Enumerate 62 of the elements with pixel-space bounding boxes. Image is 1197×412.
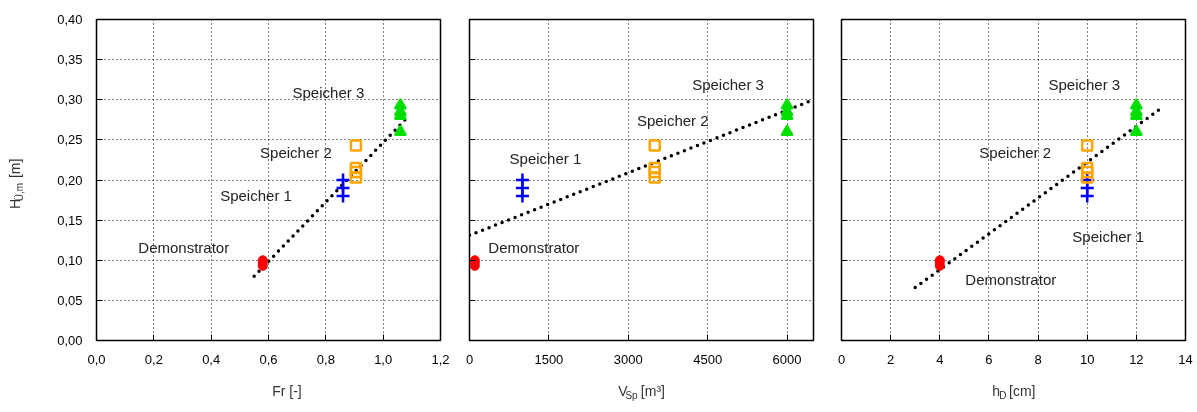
point [648,165,661,179]
x-tick-label: 2 [887,351,895,367]
series-label: Speicher 2 [636,112,709,130]
x-tick-label: 0 [465,351,474,367]
point [1080,161,1094,175]
point [780,124,794,137]
y-axis-title: HÜ,m [m] [6,158,25,210]
series-label: Demonstrator [488,239,580,257]
x-tick-label: 0,4 [202,351,221,367]
x-tick-label: 0,0 [87,351,106,367]
y-tick-label: 0,10 [57,252,83,268]
x-tick-label: 0,8 [316,351,335,367]
x-tick-label: 12 [1129,351,1144,367]
point [335,172,351,188]
y-tick-label: 0,15 [57,212,83,228]
y-tick-label: 0,20 [57,172,83,188]
x-tick-label: 6 [985,351,993,367]
point [349,139,363,152]
x-tick-label: 0,2 [144,351,163,367]
point [393,98,407,110]
point [1080,171,1094,184]
series-label: Speicher 1 [1072,227,1145,245]
y-tick-label: 0,40 [57,12,83,27]
y-tick-label: 0,25 [57,132,83,148]
point [349,165,363,179]
point [1080,139,1094,152]
point [648,139,661,152]
text: Speicher 1 [220,186,292,204]
x-tick-label: 10 [1079,351,1095,367]
x-tick-label: 3000 [613,351,643,367]
series-label: Speicher 3 [692,75,764,93]
y-tick-label: 0,35 [57,52,83,68]
point [349,171,363,184]
point [1080,165,1094,179]
x-tick-label: 4 [936,351,944,367]
point [1129,124,1143,137]
series-label: Speicher 2 [260,144,332,162]
text: Speicher 2 [979,144,1052,162]
x-axis-title: Fr [-] [272,382,302,399]
y-tick-label: 0,00 [57,333,83,348]
x-tick-label: 6000 [772,351,802,367]
x-tick-label: 4500 [693,351,723,367]
y-tick-label: 0,05 [57,292,83,308]
series-label: Demonstrator [965,271,1057,289]
x-tick-label: 1,2 [431,351,450,367]
point [648,161,661,175]
point [780,98,794,110]
x-tick-label: 0,6 [259,351,278,367]
x-tick-label: 14 [1178,351,1193,367]
y-tick-label: 0,30 [57,92,83,108]
series-label: Speicher 1 [509,149,582,167]
point [1129,98,1143,110]
series-label: Demonstrator [138,239,230,257]
text: Speicher 3 [292,83,365,101]
x-tick-label: 0 [837,351,846,367]
series-label: Speicher 3 [1048,75,1121,93]
x-tick-label: 1,0 [374,351,393,367]
point [514,172,531,188]
point [393,124,407,137]
point [349,161,363,175]
x-tick-label: 1500 [534,351,564,367]
x-tick-label: 8 [1034,351,1042,367]
